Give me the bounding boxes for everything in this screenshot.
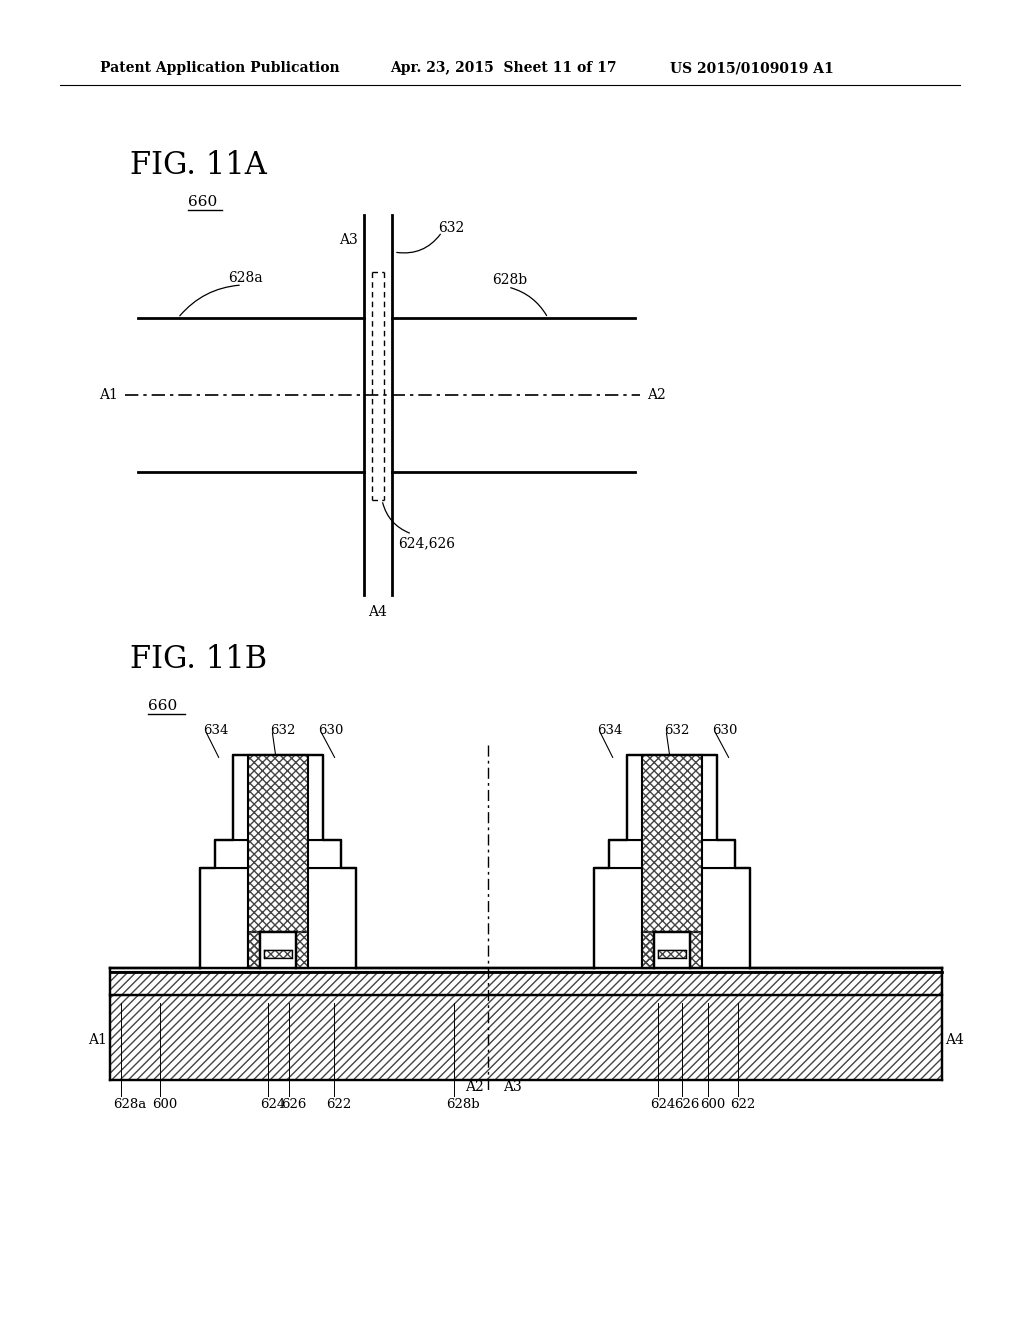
Bar — [110, 972, 942, 995]
Bar — [248, 932, 260, 968]
Text: 628b: 628b — [492, 273, 527, 286]
Text: 626: 626 — [281, 1098, 306, 1111]
Text: 632: 632 — [438, 220, 464, 235]
Text: A3: A3 — [503, 1080, 522, 1094]
Bar — [248, 932, 260, 968]
Text: FIG. 11A: FIG. 11A — [130, 149, 267, 181]
Bar — [642, 755, 702, 932]
Text: 634: 634 — [597, 723, 623, 737]
Text: FIG. 11B: FIG. 11B — [130, 644, 267, 676]
Text: 630: 630 — [318, 723, 343, 737]
Bar — [264, 950, 292, 958]
Bar — [654, 932, 690, 968]
Bar — [248, 932, 260, 968]
Bar — [642, 932, 654, 968]
Text: 660: 660 — [148, 700, 177, 713]
Bar — [248, 755, 308, 932]
Bar — [215, 840, 341, 869]
Text: 632: 632 — [664, 723, 689, 737]
Text: A4: A4 — [945, 1034, 964, 1047]
Bar — [248, 755, 308, 932]
Bar — [642, 932, 654, 968]
Text: 626: 626 — [674, 1098, 699, 1111]
Bar — [658, 950, 686, 958]
Text: A3: A3 — [339, 234, 358, 247]
Bar — [594, 869, 750, 968]
Text: A1: A1 — [99, 388, 118, 403]
Bar — [642, 932, 654, 968]
Bar — [110, 972, 942, 995]
Text: 628b: 628b — [446, 1098, 479, 1111]
Bar — [642, 932, 654, 968]
Bar — [200, 869, 356, 968]
Bar — [658, 950, 686, 958]
Text: A4: A4 — [369, 605, 387, 619]
Text: 622: 622 — [730, 1098, 756, 1111]
Text: 622: 622 — [326, 1098, 351, 1111]
Text: Patent Application Publication: Patent Application Publication — [100, 61, 340, 75]
Text: 624: 624 — [260, 1098, 286, 1111]
Bar — [690, 932, 702, 968]
Text: 628a: 628a — [228, 271, 262, 285]
Text: 632: 632 — [270, 723, 295, 737]
Text: US 2015/0109019 A1: US 2015/0109019 A1 — [670, 61, 834, 75]
Bar — [609, 840, 735, 869]
Bar — [264, 950, 292, 958]
Bar — [260, 932, 296, 968]
Bar — [248, 932, 260, 968]
Text: 628a: 628a — [113, 1098, 146, 1111]
Text: 600: 600 — [700, 1098, 725, 1111]
Text: 634: 634 — [203, 723, 228, 737]
Text: A2: A2 — [465, 1080, 484, 1094]
Text: 630: 630 — [712, 723, 737, 737]
Bar — [110, 968, 942, 972]
Bar — [233, 755, 323, 840]
Text: A2: A2 — [647, 388, 666, 403]
Bar — [627, 755, 717, 840]
Bar — [296, 932, 308, 968]
Bar — [642, 755, 702, 932]
Text: 600: 600 — [152, 1098, 177, 1111]
Bar — [690, 932, 702, 968]
Bar — [296, 932, 308, 968]
Text: A1: A1 — [88, 1034, 106, 1047]
Text: 624: 624 — [650, 1098, 675, 1111]
Text: 660: 660 — [188, 195, 217, 209]
Bar — [110, 995, 942, 1080]
Text: Apr. 23, 2015  Sheet 11 of 17: Apr. 23, 2015 Sheet 11 of 17 — [390, 61, 616, 75]
Text: 624,626: 624,626 — [398, 536, 455, 550]
Bar — [110, 995, 942, 1080]
